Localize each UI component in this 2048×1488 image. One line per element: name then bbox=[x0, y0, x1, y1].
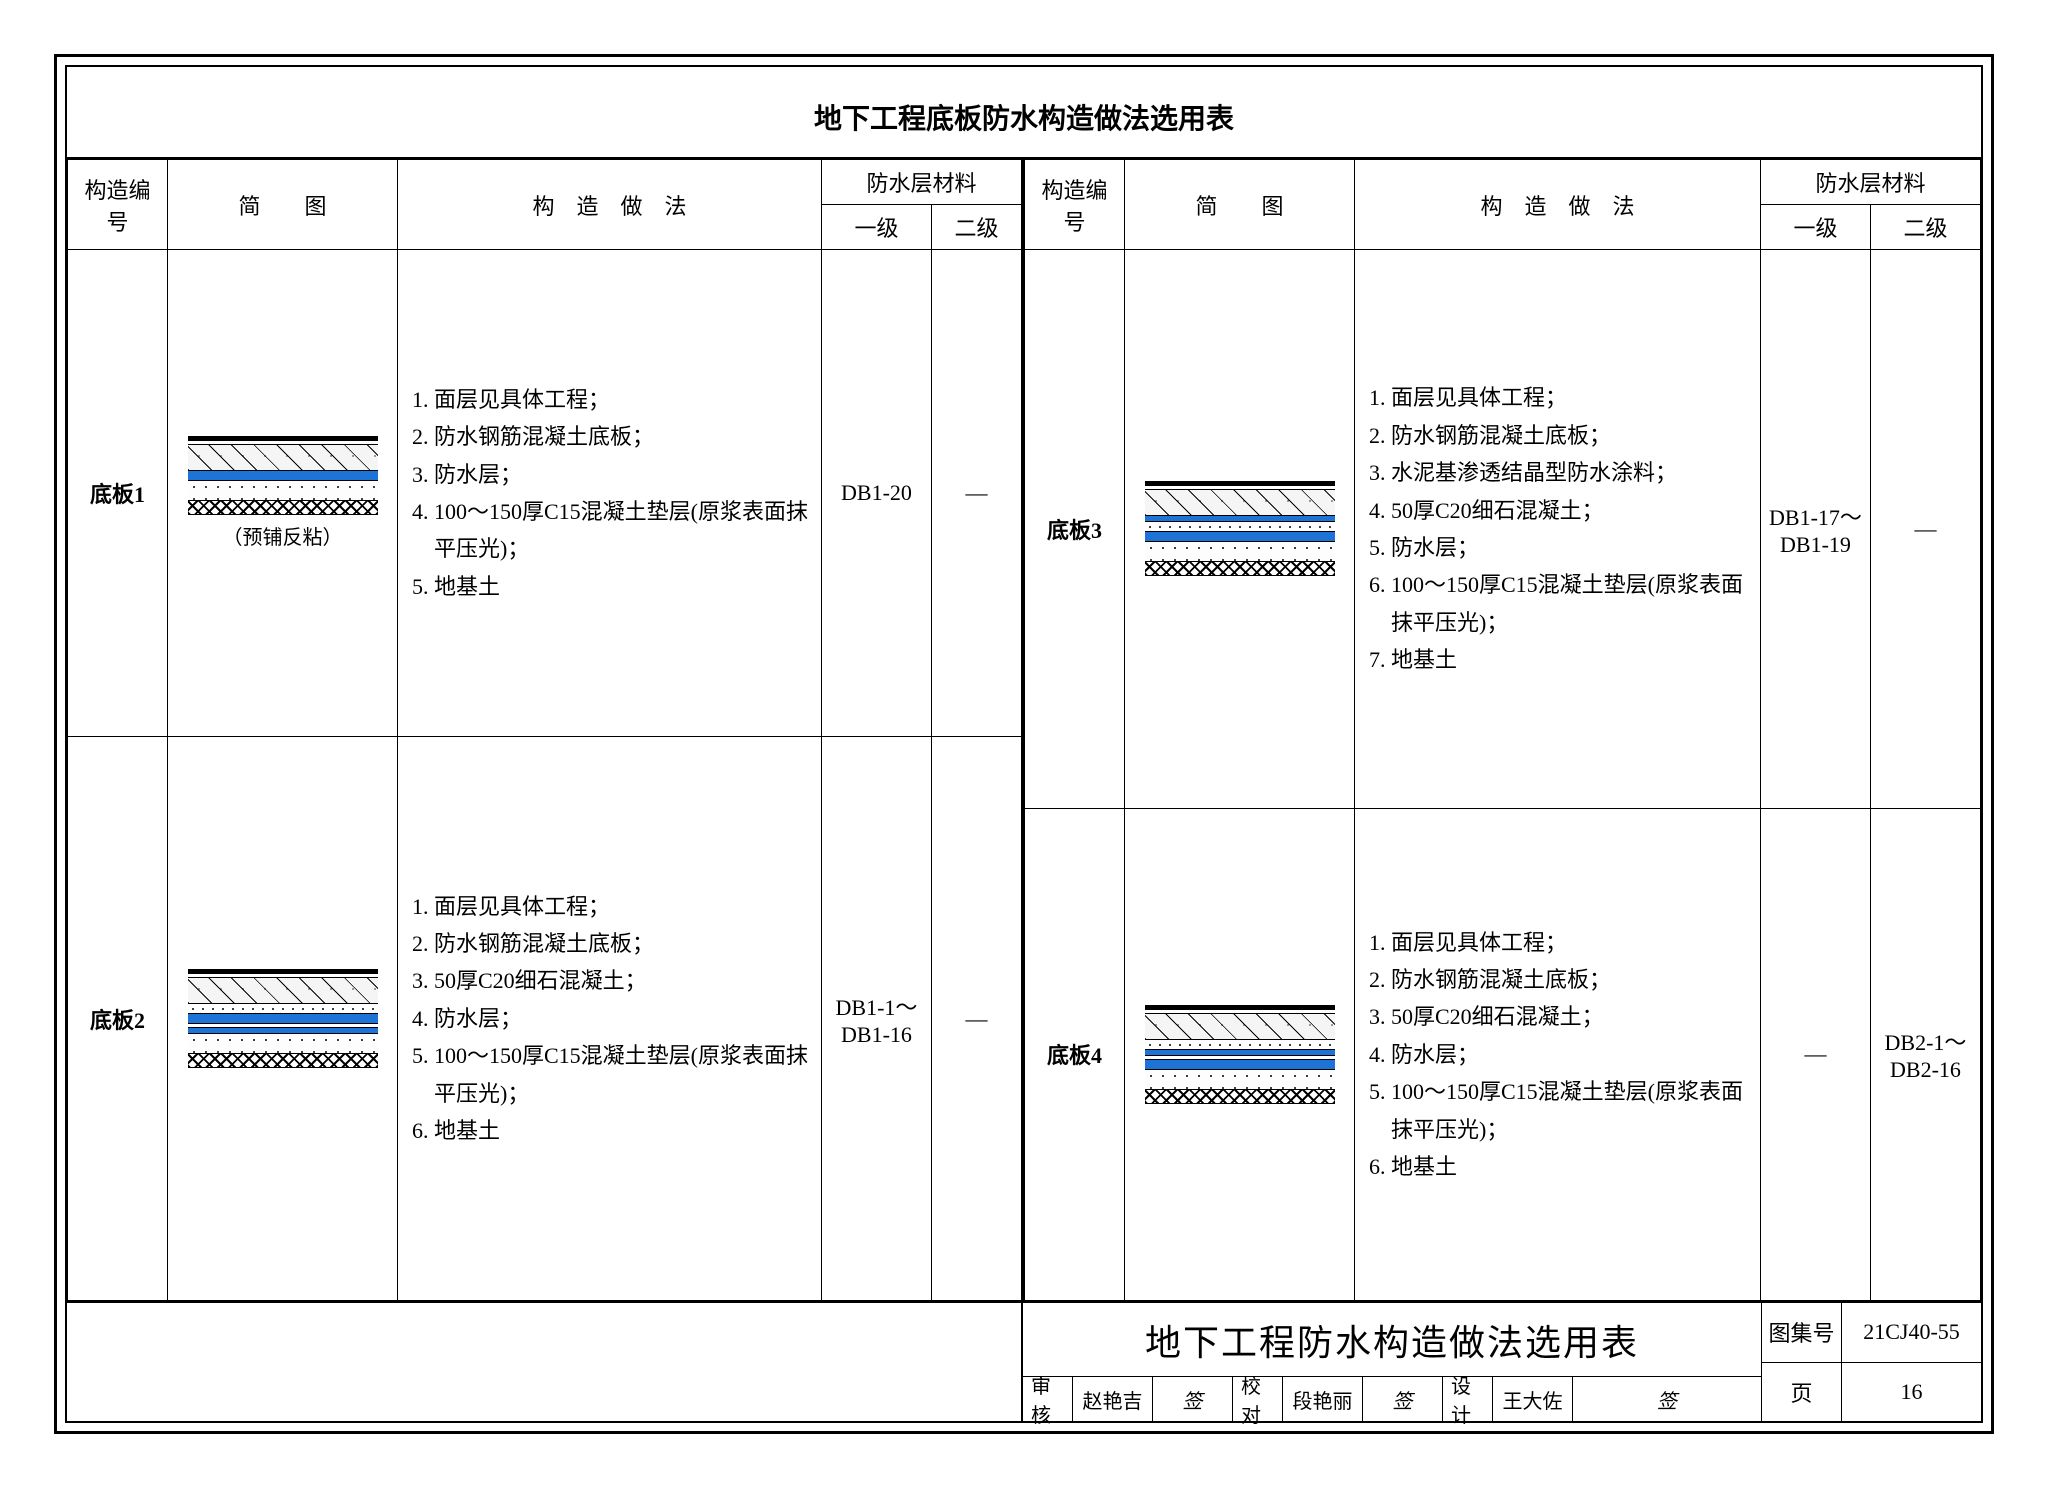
check-sig: 签 bbox=[1363, 1377, 1443, 1421]
row-id: 底板4 bbox=[1025, 808, 1125, 1300]
row-level1: DB1-20 bbox=[821, 250, 931, 737]
row-level1: DB1-17～DB1-19 bbox=[1760, 250, 1870, 809]
row-id: 底板1 bbox=[68, 250, 168, 737]
th-diagram: 简 图 bbox=[1125, 160, 1355, 250]
footer-empty bbox=[67, 1303, 1021, 1421]
design-name: 王大佐 bbox=[1493, 1377, 1573, 1421]
th-method: 构 造 做 法 bbox=[398, 160, 822, 250]
drawing-title: 地下工程防水构造做法选用表 bbox=[1023, 1303, 1761, 1377]
spec-table-left: 构造编号 简 图 构 造 做 法 防水层材料 一级 二级 底板1 （预铺反粘） 面层… bbox=[67, 159, 1022, 1301]
step-item: 防水层； bbox=[434, 456, 813, 493]
row-method: 面层见具体工程；防水钢筋混凝土底板；50厚C20细石混凝土；防水层；100～15… bbox=[1355, 808, 1761, 1300]
footer-right: 地下工程防水构造做法选用表 审核 赵艳吉 签 校对 段艳丽 签 设计 王大佐 签 bbox=[1021, 1303, 1981, 1421]
inner-frame: 地下工程底板防水构造做法选用表 构造编号 简 图 构 造 做 法 防水层材料 bbox=[65, 65, 1983, 1423]
row-level2: — bbox=[931, 737, 1021, 1301]
cross-section-diagram bbox=[188, 436, 378, 515]
step-item: 100～150厚C15混凝土垫层(原浆表面抹平压光)； bbox=[1391, 566, 1752, 641]
table-row: 底板3 面层见具体工程；防水钢筋混凝土底板；水泥基渗透结晶型防水涂料；50厚C20… bbox=[1025, 250, 1981, 809]
drawing-sheet: 地下工程底板防水构造做法选用表 构造编号 简 图 构 造 做 法 防水层材料 bbox=[54, 54, 1994, 1434]
step-item: 地基土 bbox=[434, 1112, 813, 1149]
step-item: 防水钢筋混凝土底板； bbox=[1391, 417, 1752, 454]
cross-section-diagram bbox=[188, 969, 378, 1068]
step-item: 防水钢筋混凝土底板； bbox=[434, 418, 813, 455]
step-item: 面层见具体工程； bbox=[1391, 924, 1752, 961]
step-item: 面层见具体工程； bbox=[434, 381, 813, 418]
step-item: 防水层； bbox=[1391, 529, 1752, 566]
page-no: 16 bbox=[1842, 1363, 1981, 1422]
step-item: 100～150厚C15混凝土垫层(原浆表面抹平压光)； bbox=[434, 493, 813, 568]
th-material: 防水层材料 bbox=[1760, 160, 1980, 205]
check-name: 段艳丽 bbox=[1283, 1377, 1363, 1421]
row-level2: — bbox=[1870, 250, 1980, 809]
row-diagram bbox=[1125, 250, 1355, 809]
step-item: 地基土 bbox=[1391, 641, 1752, 678]
th-level1: 一级 bbox=[821, 205, 931, 250]
left-half: 构造编号 简 图 构 造 做 法 防水层材料 一级 二级 底板1 （预铺反粘） 面层… bbox=[67, 159, 1024, 1301]
right-half: 构造编号 简 图 构 造 做 法 防水层材料 一级 二级 底板3 面层见具体工程；… bbox=[1024, 159, 1981, 1301]
step-item: 地基土 bbox=[1391, 1148, 1752, 1185]
step-item: 水泥基渗透结晶型防水涂料； bbox=[1391, 454, 1752, 491]
th-diagram: 简 图 bbox=[168, 160, 398, 250]
step-item: 面层见具体工程； bbox=[1391, 379, 1752, 416]
row-method: 面层见具体工程；防水钢筋混凝土底板；防水层；100～150厚C15混凝土垫层(原… bbox=[398, 250, 822, 737]
main-grid: 构造编号 简 图 构 造 做 法 防水层材料 一级 二级 底板1 （预铺反粘） 面层… bbox=[67, 159, 1981, 1301]
design-sig: 签 bbox=[1573, 1377, 1761, 1421]
row-id: 底板2 bbox=[68, 737, 168, 1301]
signoff-row: 审核 赵艳吉 签 校对 段艳丽 签 设计 王大佐 签 bbox=[1023, 1377, 1761, 1421]
row-level2: DB2-1～DB2-16 bbox=[1870, 808, 1980, 1300]
table-row: 底板4 面层见具体工程；防水钢筋混凝土底板；50厚C20细石混凝土；防水层；100… bbox=[1025, 808, 1981, 1300]
th-id: 构造编号 bbox=[1025, 160, 1125, 250]
tbody-right: 底板3面层见具体工程；防水钢筋混凝土底板；水泥基渗透结晶型防水涂料；50厚C20… bbox=[1025, 250, 1981, 1301]
row-diagram: （预铺反粘） bbox=[168, 250, 398, 737]
cross-section-diagram bbox=[1145, 481, 1335, 576]
step-item: 地基土 bbox=[434, 568, 813, 605]
th-material: 防水层材料 bbox=[821, 160, 1021, 205]
row-level1: DB1-1～DB1-16 bbox=[821, 737, 931, 1301]
atlas-block: 图集号 21CJ40-55 页 16 bbox=[1761, 1303, 1981, 1421]
step-item: 面层见具体工程； bbox=[434, 888, 813, 925]
row-method: 面层见具体工程；防水钢筋混凝土底板；50厚C20细石混凝土；防水层；100～15… bbox=[398, 737, 822, 1301]
step-item: 防水钢筋混凝土底板； bbox=[1391, 961, 1752, 998]
review-label: 审核 bbox=[1023, 1377, 1073, 1421]
row-diagram bbox=[1125, 808, 1355, 1300]
step-item: 50厚C20细石混凝土； bbox=[1391, 998, 1752, 1035]
step-item: 100～150厚C15混凝土垫层(原浆表面抹平压光)； bbox=[1391, 1073, 1752, 1148]
th-id: 构造编号 bbox=[68, 160, 168, 250]
title-block: 地下工程防水构造做法选用表 审核 赵艳吉 签 校对 段艳丽 签 设计 王大佐 签 bbox=[67, 1301, 1981, 1421]
check-label: 校对 bbox=[1233, 1377, 1283, 1421]
step-item: 100～150厚C15混凝土垫层(原浆表面抹平压光)； bbox=[434, 1037, 813, 1112]
cross-section-diagram bbox=[1145, 1005, 1335, 1104]
design-label: 设计 bbox=[1443, 1377, 1493, 1421]
page-label: 页 bbox=[1762, 1363, 1842, 1422]
tbody-left: 底板1（预铺反粘）面层见具体工程；防水钢筋混凝土底板；防水层；100～150厚C… bbox=[68, 250, 1022, 1301]
row-method: 面层见具体工程；防水钢筋混凝土底板；水泥基渗透结晶型防水涂料；50厚C20细石混… bbox=[1355, 250, 1761, 809]
step-item: 防水层； bbox=[434, 1000, 813, 1037]
th-level1: 一级 bbox=[1760, 205, 1870, 250]
th-method: 构 造 做 法 bbox=[1355, 160, 1761, 250]
step-item: 50厚C20细石混凝土； bbox=[1391, 492, 1752, 529]
atlas-no: 21CJ40-55 bbox=[1842, 1303, 1981, 1362]
review-name: 赵艳吉 bbox=[1073, 1377, 1153, 1421]
spec-table-right: 构造编号 简 图 构 造 做 法 防水层材料 一级 二级 底板3 面层见具体工程；… bbox=[1024, 159, 1981, 1301]
row-id: 底板3 bbox=[1025, 250, 1125, 809]
diagram-caption: （预铺反粘） bbox=[223, 521, 343, 550]
row-diagram bbox=[168, 737, 398, 1301]
row-level2: — bbox=[931, 250, 1021, 737]
page-title: 地下工程底板防水构造做法选用表 bbox=[67, 67, 1981, 159]
row-level1: — bbox=[1760, 808, 1870, 1300]
th-level2: 二级 bbox=[931, 205, 1021, 250]
step-item: 防水钢筋混凝土底板； bbox=[434, 925, 813, 962]
atlas-label: 图集号 bbox=[1762, 1303, 1842, 1362]
review-sig: 签 bbox=[1153, 1377, 1233, 1421]
table-row: 底板1 （预铺反粘） 面层见具体工程；防水钢筋混凝土底板；防水层；100～150厚C… bbox=[68, 250, 1022, 737]
table-row: 底板2 面层见具体工程；防水钢筋混凝土底板；50厚C20细石混凝土；防水层；100… bbox=[68, 737, 1022, 1301]
step-item: 50厚C20细石混凝土； bbox=[434, 962, 813, 999]
step-item: 防水层； bbox=[1391, 1036, 1752, 1073]
th-level2: 二级 bbox=[1870, 205, 1980, 250]
